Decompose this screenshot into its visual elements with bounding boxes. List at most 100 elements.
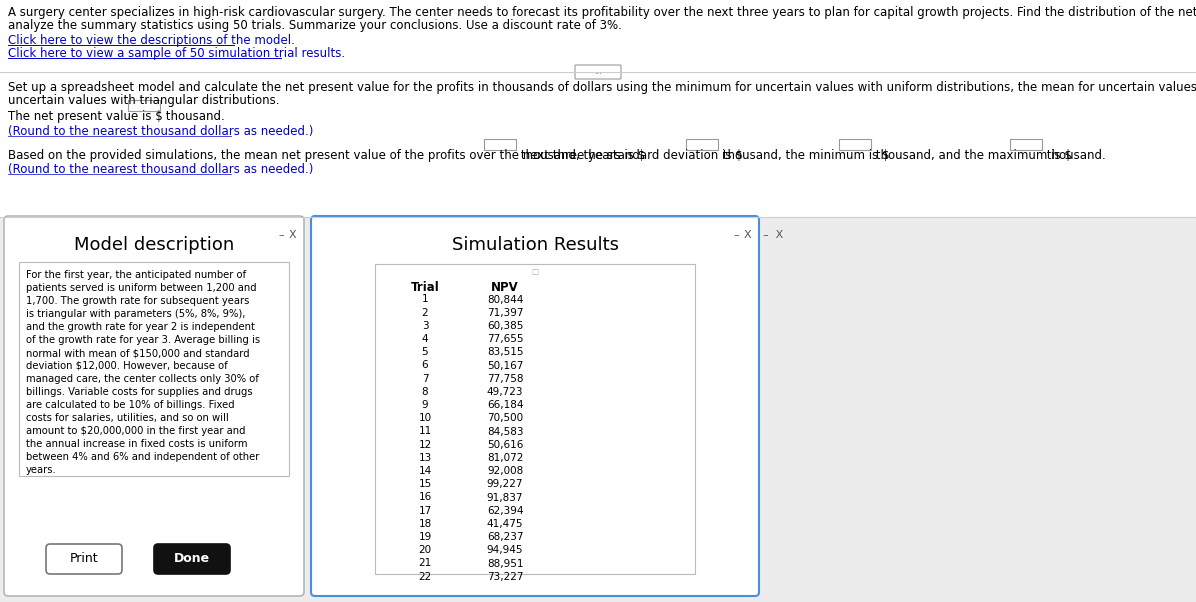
Text: A surgery center specializes in high-risk cardiovascular surgery. The center nee: A surgery center specializes in high-ris… (8, 6, 1196, 19)
FancyBboxPatch shape (484, 139, 517, 150)
Text: ...: ... (594, 67, 602, 76)
Text: –: – (277, 230, 283, 240)
Text: 9: 9 (422, 400, 428, 410)
Text: 71,397: 71,397 (487, 308, 524, 318)
FancyBboxPatch shape (1011, 139, 1043, 150)
FancyBboxPatch shape (376, 264, 695, 574)
Text: 21: 21 (419, 559, 432, 568)
Text: and the growth rate for year 2 is independent: and the growth rate for year 2 is indepe… (26, 322, 255, 332)
Text: are calculated to be 10% of billings. Fixed: are calculated to be 10% of billings. Fi… (26, 400, 234, 410)
Text: 8: 8 (422, 387, 428, 397)
Text: between 4% and 6% and independent of other: between 4% and 6% and independent of oth… (26, 452, 260, 462)
Text: The net present value is $: The net present value is $ (8, 110, 163, 123)
Text: 3: 3 (422, 321, 428, 331)
FancyBboxPatch shape (840, 139, 872, 150)
Text: 16: 16 (419, 492, 432, 503)
Text: 15: 15 (419, 479, 432, 489)
Text: amount to $20,000,000 in the first year and: amount to $20,000,000 in the first year … (26, 426, 245, 436)
Text: 77,655: 77,655 (487, 334, 524, 344)
Text: Click here to view a sample of 50 simulation trial results.: Click here to view a sample of 50 simula… (8, 47, 346, 60)
Text: Click here to view the descriptions of the model.: Click here to view the descriptions of t… (8, 34, 295, 47)
Text: is triangular with parameters (5%, 8%, 9%),: is triangular with parameters (5%, 8%, 9… (26, 309, 245, 319)
Text: of the growth rate for year 3. Average billing is: of the growth rate for year 3. Average b… (26, 335, 260, 345)
Text: 60,385: 60,385 (487, 321, 523, 331)
Text: (Round to the nearest thousand dollars as needed.): (Round to the nearest thousand dollars a… (8, 163, 313, 176)
Text: 94,945: 94,945 (487, 545, 524, 555)
Text: (Round to the nearest thousand dollars as needed.): (Round to the nearest thousand dollars a… (8, 125, 313, 138)
FancyBboxPatch shape (311, 216, 759, 596)
Text: 2: 2 (422, 308, 428, 318)
Text: 81,072: 81,072 (487, 453, 523, 463)
Text: 7: 7 (422, 374, 428, 383)
Text: 11: 11 (419, 426, 432, 436)
Text: costs for salaries, utilities, and so on will: costs for salaries, utilities, and so on… (26, 413, 228, 423)
Text: 91,837: 91,837 (487, 492, 524, 503)
Text: patients served is uniform between 1,200 and: patients served is uniform between 1,200… (26, 283, 257, 293)
Text: 10: 10 (419, 414, 432, 423)
FancyBboxPatch shape (575, 65, 621, 79)
Text: □: □ (531, 267, 538, 276)
Text: deviation $12,000. However, because of: deviation $12,000. However, because of (26, 361, 227, 371)
Text: 6: 6 (422, 361, 428, 370)
Text: 1,700. The growth rate for subsequent years: 1,700. The growth rate for subsequent ye… (26, 296, 250, 306)
Text: Simulation Results: Simulation Results (452, 236, 618, 254)
Text: 5: 5 (422, 347, 428, 358)
Text: 50,616: 50,616 (487, 439, 523, 450)
Text: analyze the summary statistics using 50 trials. Summarize your conclusions. Use : analyze the summary statistics using 50 … (8, 19, 622, 32)
FancyBboxPatch shape (0, 217, 1196, 602)
Text: 88,951: 88,951 (487, 559, 524, 568)
Text: 99,227: 99,227 (487, 479, 524, 489)
Text: Based on the provided simulations, the mean net present value of the profits ove: Based on the provided simulations, the m… (8, 149, 645, 162)
Text: 50,167: 50,167 (487, 361, 523, 370)
Text: 66,184: 66,184 (487, 400, 524, 410)
Text: 80,844: 80,844 (487, 294, 523, 305)
Text: 49,723: 49,723 (487, 387, 524, 397)
Text: Set up a spreadsheet model and calculate the net present value for the profits i: Set up a spreadsheet model and calculate… (8, 81, 1196, 94)
Text: thousand.: thousand. (161, 110, 225, 123)
Text: –  X: – X (763, 230, 783, 240)
Text: thousand, the minimum is $: thousand, the minimum is $ (719, 149, 890, 162)
Text: uncertain values with triangular distributions.: uncertain values with triangular distrib… (8, 94, 280, 107)
FancyBboxPatch shape (128, 100, 160, 111)
FancyBboxPatch shape (45, 544, 122, 574)
Text: 4: 4 (422, 334, 428, 344)
Text: thousand, the standard deviation is $: thousand, the standard deviation is $ (517, 149, 743, 162)
Text: 92,008: 92,008 (487, 466, 523, 476)
Text: Trial: Trial (410, 281, 439, 294)
Text: 70,500: 70,500 (487, 414, 523, 423)
Text: For the first year, the anticipated number of: For the first year, the anticipated numb… (26, 270, 246, 280)
FancyBboxPatch shape (154, 544, 230, 574)
Text: years.: years. (26, 465, 56, 475)
Text: 12: 12 (419, 439, 432, 450)
Text: 13: 13 (419, 453, 432, 463)
Text: 62,394: 62,394 (487, 506, 524, 516)
Text: X: X (744, 230, 751, 240)
Text: 84,583: 84,583 (487, 426, 524, 436)
Text: thousand.: thousand. (1043, 149, 1106, 162)
FancyBboxPatch shape (0, 0, 1196, 217)
Text: 19: 19 (419, 532, 432, 542)
Text: Done: Done (173, 553, 210, 565)
Text: 77,758: 77,758 (487, 374, 524, 383)
Text: thousand, and the maximum is $: thousand, and the maximum is $ (872, 149, 1073, 162)
Text: 18: 18 (419, 519, 432, 529)
Text: 1: 1 (422, 294, 428, 305)
Text: managed care, the center collects only 30% of: managed care, the center collects only 3… (26, 374, 258, 384)
FancyBboxPatch shape (4, 216, 304, 596)
Text: 22: 22 (419, 572, 432, 582)
FancyBboxPatch shape (687, 139, 719, 150)
Text: Print: Print (69, 553, 98, 565)
Text: normal with mean of $150,000 and standard: normal with mean of $150,000 and standar… (26, 348, 250, 358)
Text: 14: 14 (419, 466, 432, 476)
Text: –: – (733, 230, 739, 240)
Text: 83,515: 83,515 (487, 347, 524, 358)
Text: 73,227: 73,227 (487, 572, 524, 582)
FancyBboxPatch shape (19, 262, 289, 476)
Text: 17: 17 (419, 506, 432, 516)
Text: billings. Variable costs for supplies and drugs: billings. Variable costs for supplies an… (26, 387, 252, 397)
Text: X: X (289, 230, 297, 240)
Text: NPV: NPV (492, 281, 519, 294)
Text: Model description: Model description (74, 236, 234, 254)
Text: 41,475: 41,475 (487, 519, 524, 529)
Text: 68,237: 68,237 (487, 532, 524, 542)
